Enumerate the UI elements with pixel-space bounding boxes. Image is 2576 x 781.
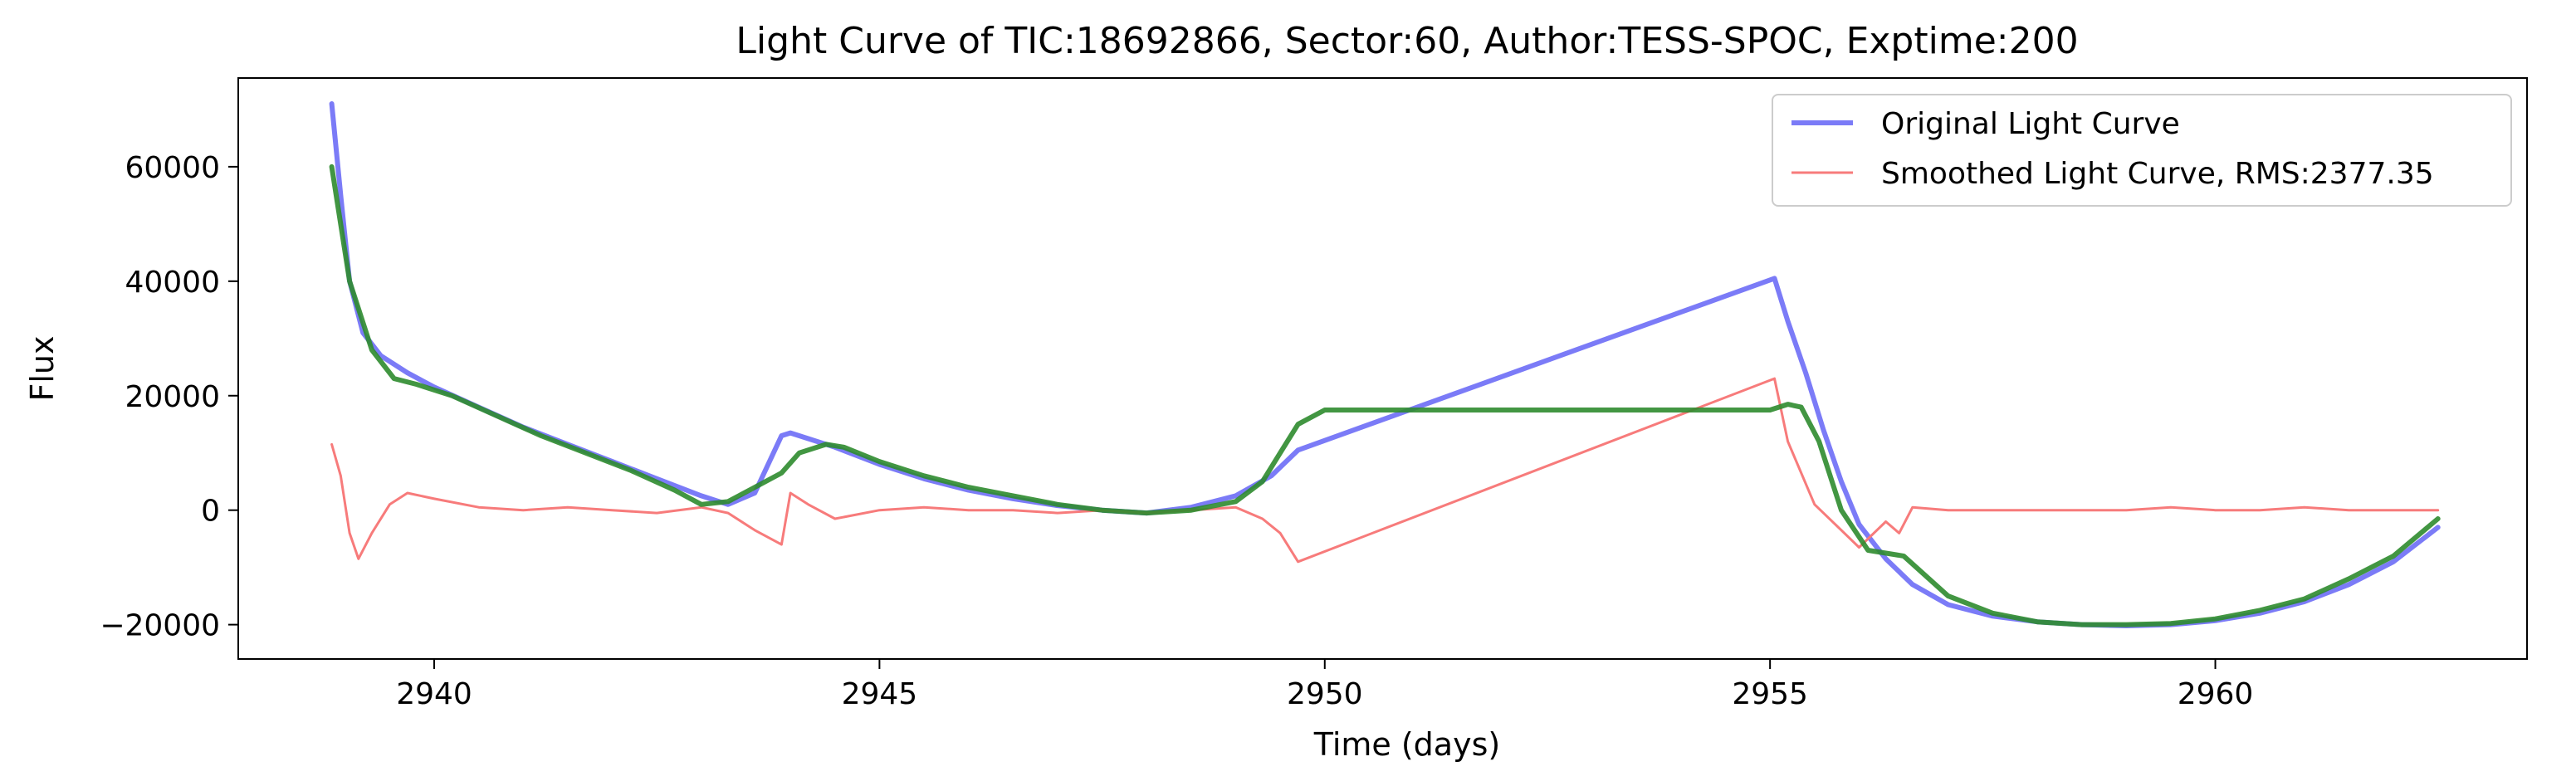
y-tick-label: −20000 xyxy=(100,609,220,643)
legend-box xyxy=(1772,94,2512,207)
x-tick-label: 2955 xyxy=(1732,677,1808,711)
y-axis: −20000 0 20000 40000 60000 xyxy=(100,151,238,643)
plot-frame xyxy=(237,77,2528,660)
x-tick-label: 2945 xyxy=(842,677,918,711)
legend-label-smoothed: Smoothed Light Curve, RMS:2377.35 xyxy=(1881,157,2434,191)
series-line-trend xyxy=(329,164,2441,627)
x-axis-label: Time (days) xyxy=(1313,726,1500,763)
chart-title: Light Curve of TIC:18692866, Sector:60, … xyxy=(736,20,2078,62)
y-tick-label: 40000 xyxy=(125,266,220,300)
x-tick-label: 2940 xyxy=(396,677,472,711)
x-tick-label: 2950 xyxy=(1287,677,1363,711)
y-tick-label: 20000 xyxy=(125,380,220,414)
series-layer xyxy=(329,101,2441,628)
x-axis: 2940 2945 2950 2955 2960 xyxy=(396,659,2253,711)
y-axis-label: Flux xyxy=(24,336,61,402)
legend: Original Light Curve Smoothed Light Curv… xyxy=(1772,94,2512,207)
y-tick-label: 60000 xyxy=(125,151,220,185)
x-tick-label: 2960 xyxy=(2178,677,2254,711)
y-tick-label: 0 xyxy=(201,495,220,529)
legend-label-original: Original Light Curve xyxy=(1881,107,2180,141)
